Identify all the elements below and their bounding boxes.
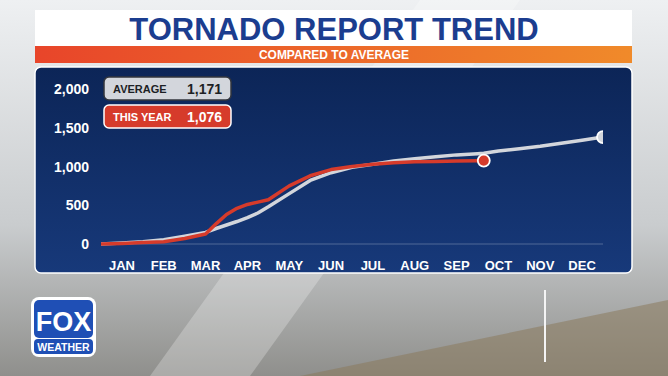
x-tick-label: DEC	[568, 258, 596, 273]
x-tick-label: OCT	[485, 258, 513, 273]
x-tick-label: NOV	[526, 258, 555, 273]
plot-area	[101, 131, 603, 244]
logo-text: WEATHER	[37, 341, 90, 353]
y-tick-label: 2,000	[54, 81, 89, 97]
legend-value: 1,076	[187, 109, 222, 125]
x-tick-label: JUL	[361, 258, 386, 273]
legend-box	[104, 105, 231, 128]
y-tick-label: 1,000	[54, 159, 89, 175]
subtitle-banner	[35, 46, 632, 63]
y-tick-label: 0	[81, 236, 89, 252]
x-tick-label: MAY	[275, 258, 303, 273]
x-tick-label: FEB	[151, 258, 177, 273]
x-tick-label: AUG	[400, 258, 429, 273]
logo-top-box	[34, 300, 93, 338]
logo-frame	[31, 297, 96, 357]
x-tick-label: MAR	[191, 258, 221, 273]
legend-entry: THIS YEAR 1,076	[104, 105, 231, 128]
y-tick-label: 500	[66, 197, 90, 213]
end-marker	[597, 131, 603, 143]
x-tick-label: SEP	[444, 258, 470, 273]
x-axis-line	[101, 244, 603, 245]
subtitle: COMPARED TO AVERAGE	[259, 48, 409, 62]
x-tick-label: JUN	[318, 258, 344, 273]
logo-text: FOX	[36, 307, 92, 337]
background-field	[300, 300, 668, 376]
chart-panel	[35, 67, 632, 273]
title-banner	[35, 10, 632, 46]
series-line	[101, 137, 603, 244]
title: TORNADO REPORT TREND	[129, 12, 538, 47]
legend-name: AVERAGE	[113, 83, 167, 95]
end-marker	[478, 155, 490, 167]
logo-bottom-box	[34, 339, 93, 354]
legend-box	[104, 77, 231, 100]
legend-name: THIS YEAR	[113, 111, 172, 123]
background	[0, 0, 668, 376]
y-tick-label: 1,500	[54, 120, 89, 136]
logo: FOX WEATHER	[31, 297, 96, 357]
legend-entry: AVERAGE 1,171	[104, 77, 231, 100]
x-tick-label: APR	[234, 258, 262, 273]
background-turbine	[544, 290, 546, 362]
series-line	[101, 161, 484, 244]
x-tick-label: JAN	[109, 258, 135, 273]
chart-root: TORNADO REPORT TRENDCOMPARED TO AVERAGE 0…	[0, 0, 668, 376]
legend-value: 1,171	[187, 81, 222, 97]
